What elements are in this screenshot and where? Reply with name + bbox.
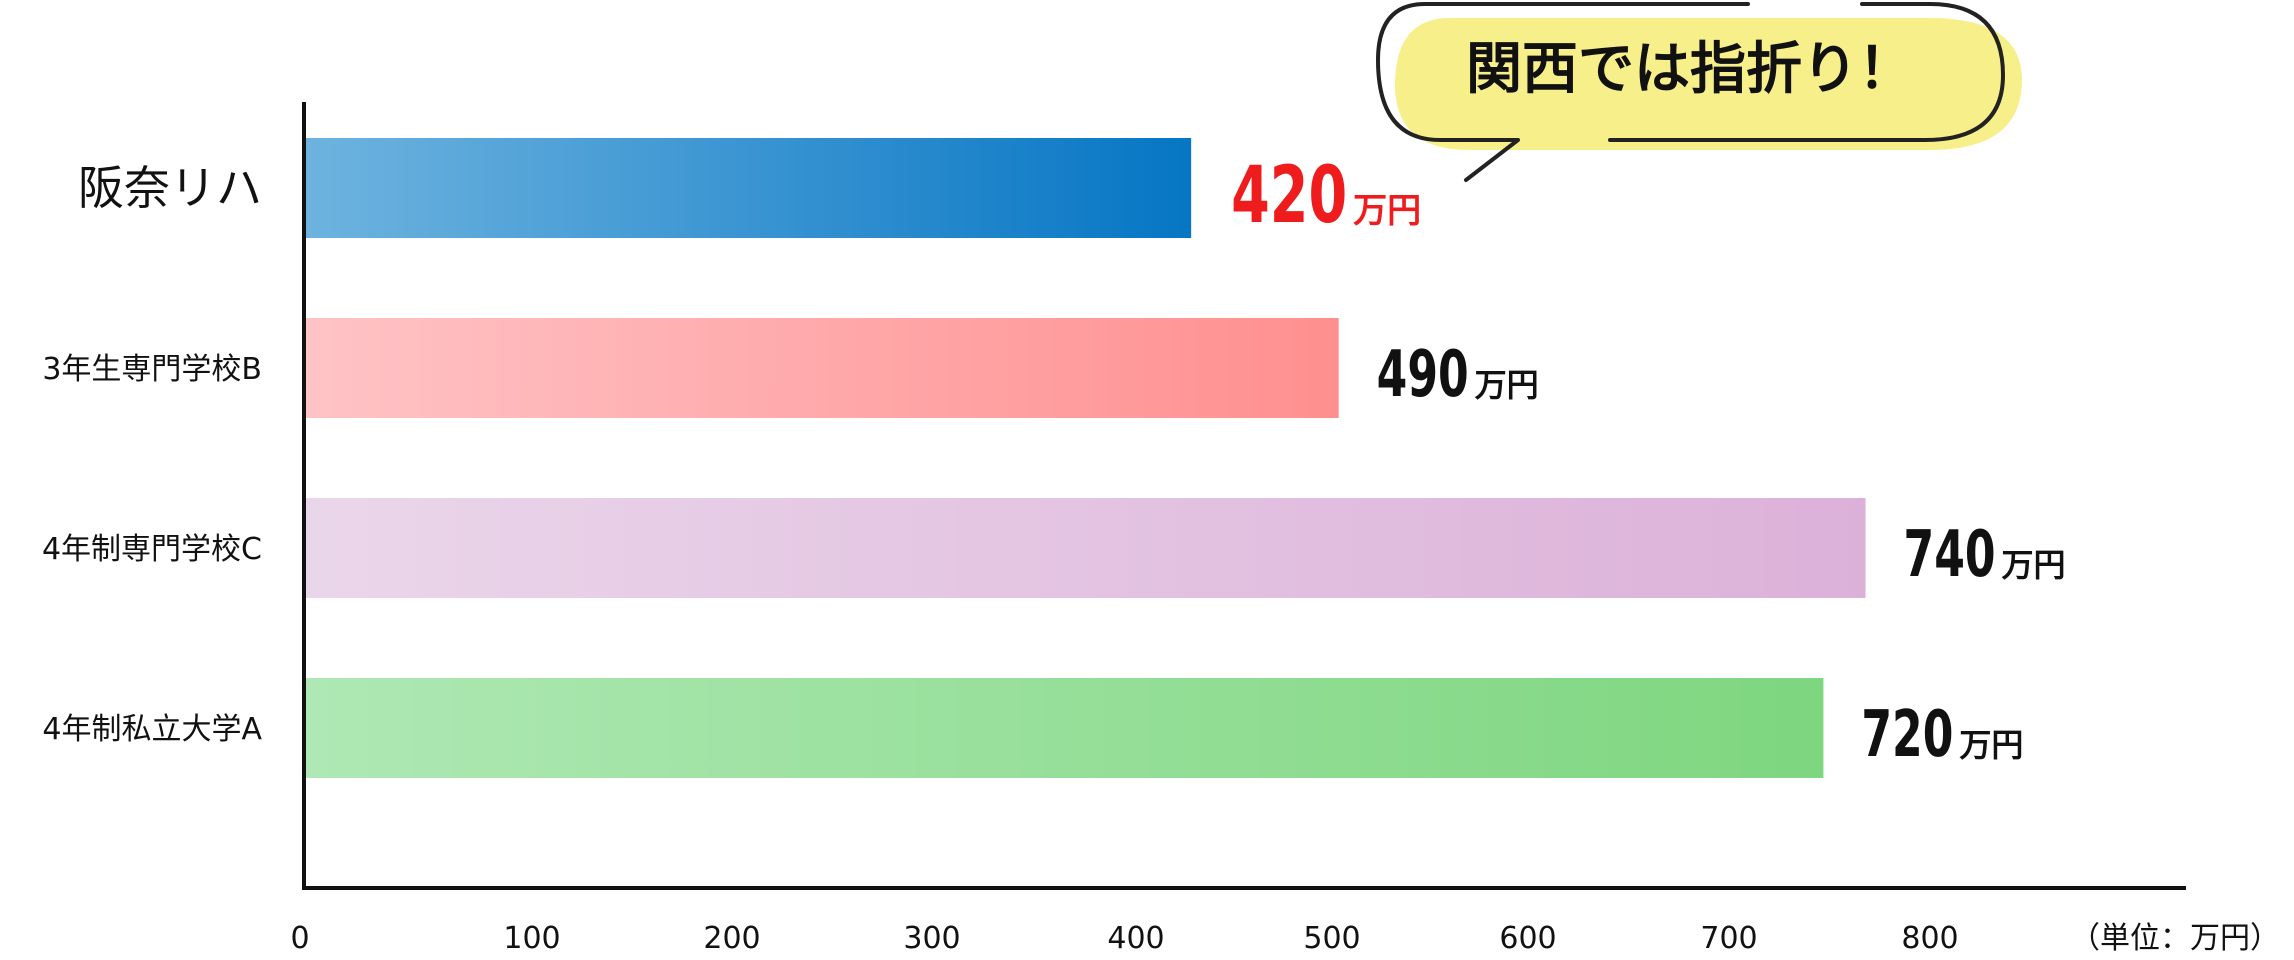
x-tick-label-700: 700: [1700, 921, 1757, 956]
callout-outline: [1376, 2, 2005, 182]
value-label-4: 720 万円: [1861, 698, 2023, 772]
bar-1: [306, 138, 1192, 238]
value-label-3: 740 万円: [1904, 518, 2066, 592]
bars-layer: [306, 138, 1866, 778]
x-tick-label-500: 500: [1303, 921, 1360, 956]
bar-4: [306, 678, 1824, 778]
unit-note: （単位：万円）: [2070, 921, 2280, 956]
category-label-1: 阪奈リハ: [78, 161, 262, 215]
x-tick-label-800: 800: [1901, 921, 1958, 956]
x-tick-label-600: 600: [1499, 921, 1556, 956]
bar-2: [306, 318, 1339, 418]
callout-bubble: 関西では指折り！: [1376, 2, 2022, 182]
x-tick-label-300: 300: [903, 921, 960, 956]
value-labels: 420 万円 490 万円 740 万円 720 万円: [1231, 151, 2065, 772]
value-label-1: 420 万円: [1231, 151, 1421, 241]
value-label-2: 490 万円: [1377, 338, 1539, 412]
x-tick-label-100: 100: [503, 921, 560, 956]
callout-text: 関西では指折り！: [1466, 37, 1914, 102]
category-label-3: 4年制専門学校C: [42, 532, 262, 567]
category-label-4: 4年制私立大学A: [42, 712, 262, 747]
callout-fill: [1395, 18, 2022, 150]
category-label-2: 3年生専門学校B: [42, 352, 262, 387]
category-labels: 阪奈リハ 3年生専門学校B 4年制専門学校C 4年制私立大学A: [42, 161, 263, 747]
bar-3: [306, 498, 1866, 598]
x-tick-labels: 0 100 200 300 400 500 600 700 800: [290, 921, 1958, 956]
x-tick-label-200: 200: [703, 921, 760, 956]
x-tick-label-400: 400: [1107, 921, 1164, 956]
x-tick-label-0: 0: [290, 921, 309, 956]
